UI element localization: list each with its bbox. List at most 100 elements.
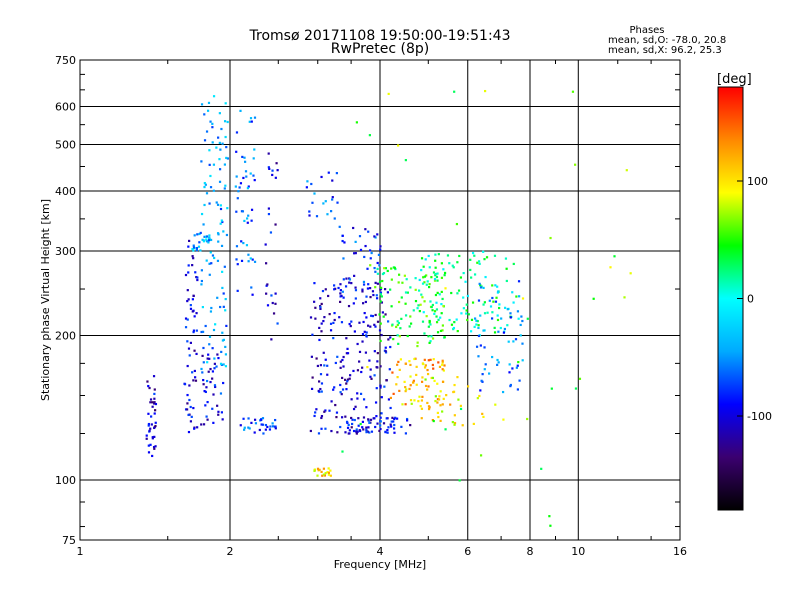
data-point (409, 384, 412, 387)
data-point (506, 308, 509, 311)
data-point (502, 331, 506, 334)
data-point (319, 364, 323, 367)
data-point (427, 407, 431, 411)
data-point (431, 337, 435, 340)
data-point (211, 377, 214, 380)
data-point (222, 338, 225, 341)
data-point (210, 306, 213, 310)
data-point (434, 266, 437, 269)
data-point (376, 272, 379, 275)
data-point (389, 336, 392, 339)
data-point (313, 192, 316, 195)
data-point (409, 363, 412, 367)
x-tick-label: 4 (377, 545, 384, 558)
data-point (226, 157, 229, 160)
data-point (428, 320, 431, 323)
data-point (426, 401, 429, 405)
data-point (473, 273, 477, 276)
data-point (437, 398, 441, 401)
data-point (410, 402, 413, 405)
data-point (358, 350, 362, 354)
data-point (218, 112, 221, 115)
data-point (206, 418, 209, 421)
data-point (506, 324, 509, 327)
data-point (387, 398, 391, 401)
data-point (220, 244, 224, 248)
data-point (223, 163, 226, 166)
data-point (344, 378, 347, 381)
data-point (195, 246, 199, 250)
colorbar: 100 0 -100 (717, 86, 772, 511)
data-point (383, 267, 386, 270)
data-point (187, 347, 191, 350)
y-axis-label: Stationary phase Virtual Height [km] (39, 199, 52, 401)
data-point (400, 317, 403, 320)
data-point (435, 275, 439, 279)
data-point (430, 276, 433, 279)
data-point (482, 286, 485, 290)
data-point (395, 325, 398, 329)
data-point (221, 418, 224, 421)
data-point (311, 201, 314, 204)
data-point (464, 280, 467, 283)
data-point (509, 383, 512, 387)
data-point (186, 318, 189, 321)
data-point (316, 467, 320, 470)
data-point (314, 317, 317, 320)
data-point (154, 424, 157, 428)
data-point (409, 322, 413, 325)
data-point (414, 299, 418, 303)
data-point (331, 196, 334, 199)
data-point (518, 379, 521, 382)
data-point (453, 414, 456, 417)
data-point (203, 181, 206, 185)
data-point (465, 312, 468, 315)
data-point (443, 271, 447, 275)
data-point (203, 235, 206, 238)
data-point (218, 168, 222, 171)
data-point (145, 437, 148, 440)
data-point (484, 363, 487, 366)
colorbar-tick-label: -100 (747, 410, 772, 423)
data-point (520, 315, 523, 318)
data-point (404, 362, 408, 365)
data-point (492, 300, 495, 303)
data-point (252, 157, 255, 160)
stats-heading: Phases (629, 25, 664, 36)
data-point (433, 310, 437, 313)
data-point (207, 101, 211, 105)
data-point (247, 185, 250, 188)
data-point (267, 152, 270, 155)
data-point (188, 239, 191, 243)
data-point (401, 281, 404, 284)
data-point (406, 291, 409, 294)
data-point (404, 403, 407, 406)
data-point (253, 418, 257, 421)
data-point (202, 378, 205, 382)
data-point (460, 312, 463, 315)
data-point (341, 290, 344, 293)
data-point (466, 294, 469, 298)
data-point (512, 301, 515, 304)
data-point (358, 235, 362, 238)
data-point (341, 376, 344, 380)
data-point (374, 270, 377, 273)
data-point (417, 304, 420, 307)
data-point (420, 293, 423, 296)
data-point (397, 342, 400, 345)
data-point (376, 282, 379, 285)
data-point (216, 259, 220, 262)
data-point (220, 127, 223, 131)
data-point (339, 383, 342, 387)
data-point (196, 278, 199, 282)
data-point (347, 304, 351, 308)
data-point (509, 312, 512, 315)
data-point (356, 397, 359, 400)
data-point (508, 363, 511, 366)
data-point (440, 262, 443, 265)
data-point (203, 113, 206, 116)
data-point (354, 289, 358, 292)
data-point (443, 336, 446, 339)
data-point (361, 290, 364, 293)
data-point (208, 357, 211, 360)
